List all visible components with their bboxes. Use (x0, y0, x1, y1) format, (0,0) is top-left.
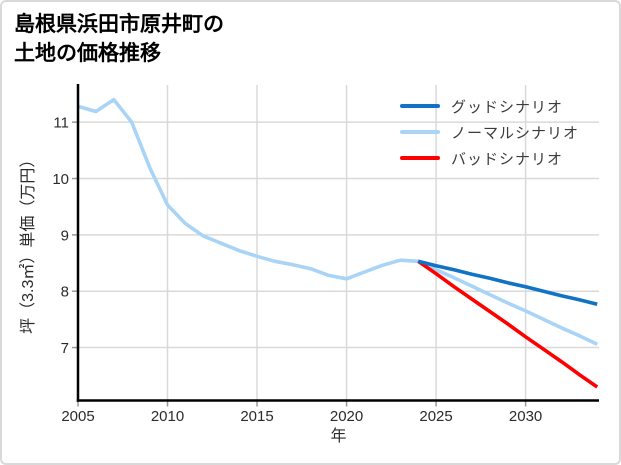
x-tick-label: 2010 (151, 408, 184, 425)
legend-label-bad: バッドシナリオ (451, 150, 564, 168)
y-tick-label: 8 (61, 284, 69, 301)
good-scenario-line-swatch (400, 104, 440, 108)
y-tick-label: 9 (61, 227, 69, 244)
legend-label-normal: ノーマルシナリオ (451, 124, 580, 142)
y-tick-label: 11 (53, 115, 69, 132)
series-line-1 (77, 97, 598, 346)
x-tick-label: 2020 (330, 408, 363, 425)
chart-title-line2: 土地の価格推移 (14, 42, 161, 65)
y-tick-label: 7 (61, 340, 69, 357)
chart-title-line1: 島根県浜田市原井町の (14, 13, 224, 36)
legend: グッドシナリオ ノーマルシナリオ バッドシナリオ (400, 93, 579, 171)
legend-label-good: グッドシナリオ (451, 98, 564, 116)
legend-item-good: グッドシナリオ (400, 93, 579, 119)
y-tick-label: 10 (52, 171, 69, 188)
legend-item-normal: ノーマルシナリオ (400, 119, 579, 145)
series-line-2 (417, 259, 599, 389)
legend-item-bad: バッドシナリオ (400, 145, 579, 171)
x-axis-title: 年 (330, 427, 346, 445)
chart-title: 島根県浜田市原井町の 土地の価格推移 (14, 10, 224, 68)
x-tick-label: 2030 (509, 408, 542, 425)
bad-scenario-line-swatch (400, 156, 440, 160)
x-tick-label: 2015 (240, 408, 273, 425)
normal-scenario-line-swatch (400, 130, 440, 134)
x-tick-label: 2005 (61, 408, 94, 425)
series-line-0 (417, 259, 598, 306)
x-tick-label: 2025 (419, 408, 452, 425)
y-axis-title: 坪（3.3㎡）単価（万円） (19, 152, 37, 334)
